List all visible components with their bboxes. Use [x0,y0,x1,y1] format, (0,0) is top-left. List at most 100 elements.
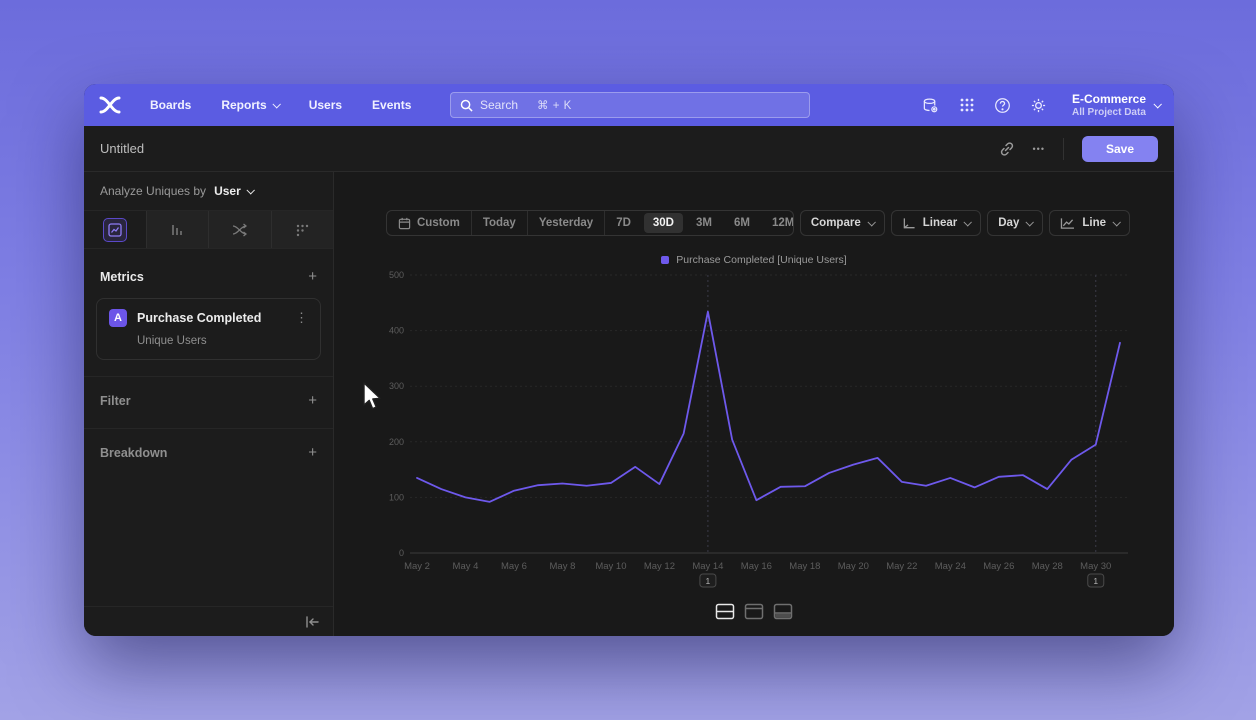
chart-panel: Custom Today Yesterday 7D 30D 3M 6M 12M … [334,172,1174,636]
svg-text:May 10: May 10 [595,561,626,572]
report-type-tabs [84,211,333,249]
svg-text:May 2: May 2 [404,561,430,572]
chart-type-dropdown[interactable]: Line [1049,210,1130,236]
search-shortcut: ⌘ + K [537,100,572,112]
analyze-entity-dropdown[interactable]: User [214,184,255,198]
add-filter-button[interactable]: + [308,392,317,409]
chevron-down-icon [246,186,255,195]
svg-text:500: 500 [389,270,404,280]
help-icon[interactable] [994,96,1012,114]
breakdown-label: Breakdown [100,445,168,460]
nav-item-label: Users [308,98,343,112]
svg-text:300: 300 [389,381,404,391]
svg-text:1: 1 [706,576,711,586]
chevron-down-icon [1153,100,1162,109]
query-builder-sidebar: Analyze Uniques by User [84,172,334,636]
search-input[interactable] [480,98,530,112]
tab-insights[interactable] [84,211,146,248]
nav-item-boards[interactable]: Boards [150,98,191,112]
tab-funnels[interactable] [145,211,208,248]
nav-right-cluster: E-Commerce All Project Data [922,92,1162,118]
svg-text:May 30: May 30 [1080,561,1111,572]
svg-text:May 4: May 4 [453,561,479,572]
metric-name: Purchase Completed [137,311,262,325]
mixpanel-logo-icon[interactable] [98,95,122,115]
range-6m-button[interactable]: 6M [723,211,761,235]
nav-item-label: Reports [221,98,267,112]
compare-button[interactable]: Compare [799,210,885,236]
nav-item-users[interactable]: Users [309,98,342,112]
metric-card[interactable]: A Purchase Completed ⋮ Unique Users [96,298,321,360]
interval-dropdown[interactable]: Day [987,210,1044,236]
funnels-bars-icon [172,224,182,235]
metric-subtitle[interactable]: Unique Users [137,335,207,347]
retention-dots-icon [297,224,309,236]
legend-swatch [661,256,670,264]
metric-kebab-icon[interactable]: ⋮ [295,310,308,325]
report-titlebar: Untitled ••• Save [84,126,1174,172]
add-breakdown-button[interactable]: + [308,444,317,461]
tab-flows[interactable] [208,211,271,248]
svg-text:May 24: May 24 [935,561,966,572]
search-icon [460,99,473,112]
nav-item-reports[interactable]: Reports [221,98,281,112]
collapse-sidebar-icon[interactable] [305,615,319,628]
range-today-button[interactable]: Today [472,211,528,235]
table-only-toggle-icon[interactable] [773,603,793,620]
breakdown-section: Breakdown + [84,428,333,476]
flows-icon [233,222,248,237]
analyze-prefix: Analyze Uniques by [100,184,207,198]
metrics-section-header: Metrics + [84,249,333,294]
svg-text:May 8: May 8 [550,561,576,572]
range-custom-button[interactable]: Custom [387,211,472,235]
nav-item-events[interactable]: Events [372,98,411,112]
range-yesterday-button[interactable]: Yesterday [528,211,606,235]
range-3m-button[interactable]: 3M [685,211,723,235]
report-title[interactable]: Untitled [100,141,145,156]
nav-menu: Boards Reports Users Events [150,98,411,112]
line-chart[interactable]: 0 100 200 300 400 500 May 2 May 4 May 6 May 8 May … [334,172,1174,636]
legend-label: Purchase Completed [Unique Users] [676,254,847,266]
svg-text:May 18: May 18 [789,561,820,572]
calendar-icon [398,217,411,229]
svg-text:May 26: May 26 [983,561,1014,572]
view-layout-toggles [334,603,1174,620]
range-30d-button[interactable]: 30D [643,213,683,233]
filter-section: Filter + [84,376,333,424]
svg-text:100: 100 [389,492,404,502]
split-view-toggle-icon[interactable] [715,603,735,620]
project-selector[interactable]: E-Commerce All Project Data [1071,92,1162,118]
svg-text:May 22: May 22 [886,561,917,572]
filter-label: Filter [100,393,131,408]
line-chart-icon [1061,217,1075,229]
svg-text:May 16: May 16 [741,561,772,572]
chart-legend[interactable]: Purchase Completed [Unique Users] [334,254,1174,266]
add-metric-button[interactable]: + [308,268,317,285]
metrics-label: Metrics [100,269,144,284]
settings-gear-icon[interactable] [1030,96,1048,114]
tab-retention[interactable] [270,211,333,248]
chart-toolbar: Custom Today Yesterday 7D 30D 3M 6M 12M … [334,210,1174,236]
range-12m-button[interactable]: 12M [761,211,793,235]
date-range-group: Custom Today Yesterday 7D 30D 3M 6M 12M [386,210,794,236]
search-bar[interactable]: ⌘ + K [450,92,810,118]
project-name: E-Commerce [1071,92,1146,106]
divider [1062,137,1064,160]
save-button[interactable]: Save [1081,135,1158,162]
svg-text:0: 0 [399,548,404,558]
app-window: Boards Reports Users Events ⌘ + K [84,84,1174,636]
chevron-down-icon [272,100,281,109]
svg-text:200: 200 [389,437,404,447]
more-options-button[interactable]: ••• [1032,143,1045,154]
scale-dropdown[interactable]: Linear [890,210,982,236]
analyze-header: Analyze Uniques by User [84,172,333,211]
data-management-icon[interactable] [922,96,940,114]
range-7d-button[interactable]: 7D [605,211,642,235]
svg-text:May 14: May 14 [692,561,723,572]
svg-text:1: 1 [1093,576,1098,586]
apps-grid-icon[interactable] [958,96,976,114]
chart-only-toggle-icon[interactable] [744,603,764,620]
share-link-icon[interactable] [999,141,1015,157]
insights-chart-icon [108,222,122,237]
